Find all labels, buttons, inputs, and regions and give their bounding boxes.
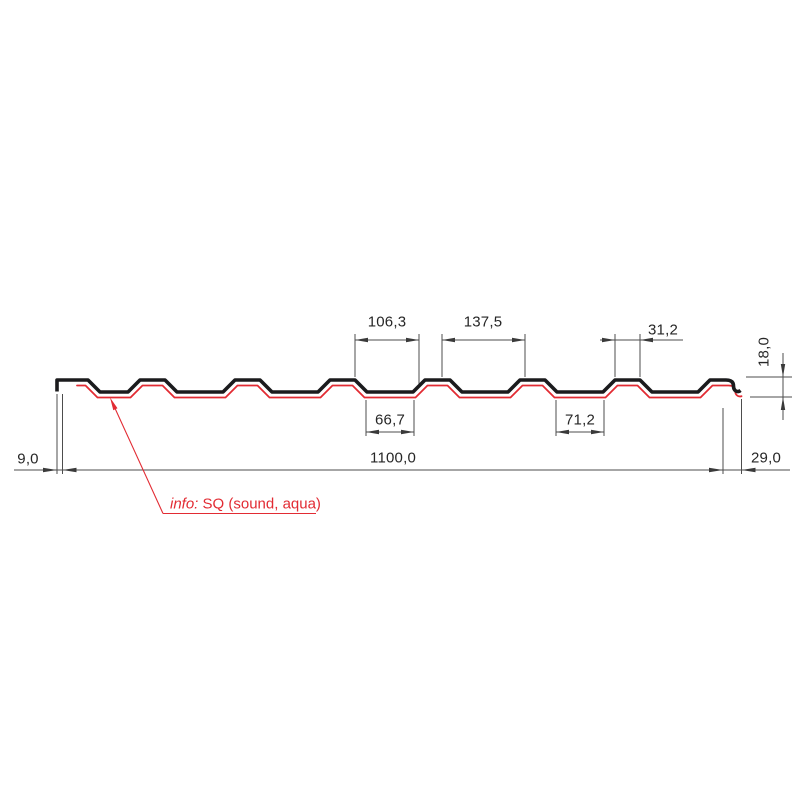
note-leader [110, 397, 316, 515]
arrowhead [640, 337, 653, 343]
arrowhead [602, 337, 615, 343]
arrowhead [406, 337, 419, 343]
leader-line [112, 404, 164, 514]
dim-label-crest-width: 31,2 [648, 321, 678, 339]
info-note-prefix: info: [170, 495, 199, 513]
arrowhead [591, 429, 604, 435]
info-note: info: SQ (sound, aqua) [170, 496, 321, 513]
arrowhead [442, 337, 455, 343]
extension-lines [56, 334, 792, 474]
dim-label-valley-a: 66,7 [375, 411, 405, 429]
dimension-arrowheads [43, 337, 786, 473]
arrowhead [401, 429, 414, 435]
dim-label-rib-span: 137,5 [463, 313, 503, 331]
dim-label-edge-left: 9,0 [17, 450, 39, 468]
arrowhead [556, 429, 569, 435]
arrowhead [43, 467, 57, 473]
arrowhead [741, 467, 756, 473]
profile-outline [55, 378, 742, 394]
leader-arrowhead [110, 397, 118, 411]
arrowhead [366, 429, 379, 435]
arrowhead [62, 467, 77, 473]
dim-label-cover-width: 1100,0 [370, 449, 416, 467]
arrowhead [709, 467, 723, 473]
arrowhead [780, 364, 786, 377]
dim-label-rib-pitch: 106,3 [367, 313, 407, 331]
arrowhead [355, 337, 368, 343]
dim-label-edge-right: 29,0 [751, 449, 781, 467]
arrowhead [780, 397, 786, 410]
dim-label-profile-height: 18,0 [755, 337, 773, 367]
info-note-text: SQ (sound, aqua) [198, 495, 321, 513]
dim-label-valley-b: 71,2 [565, 411, 595, 429]
arrowhead [512, 337, 525, 343]
